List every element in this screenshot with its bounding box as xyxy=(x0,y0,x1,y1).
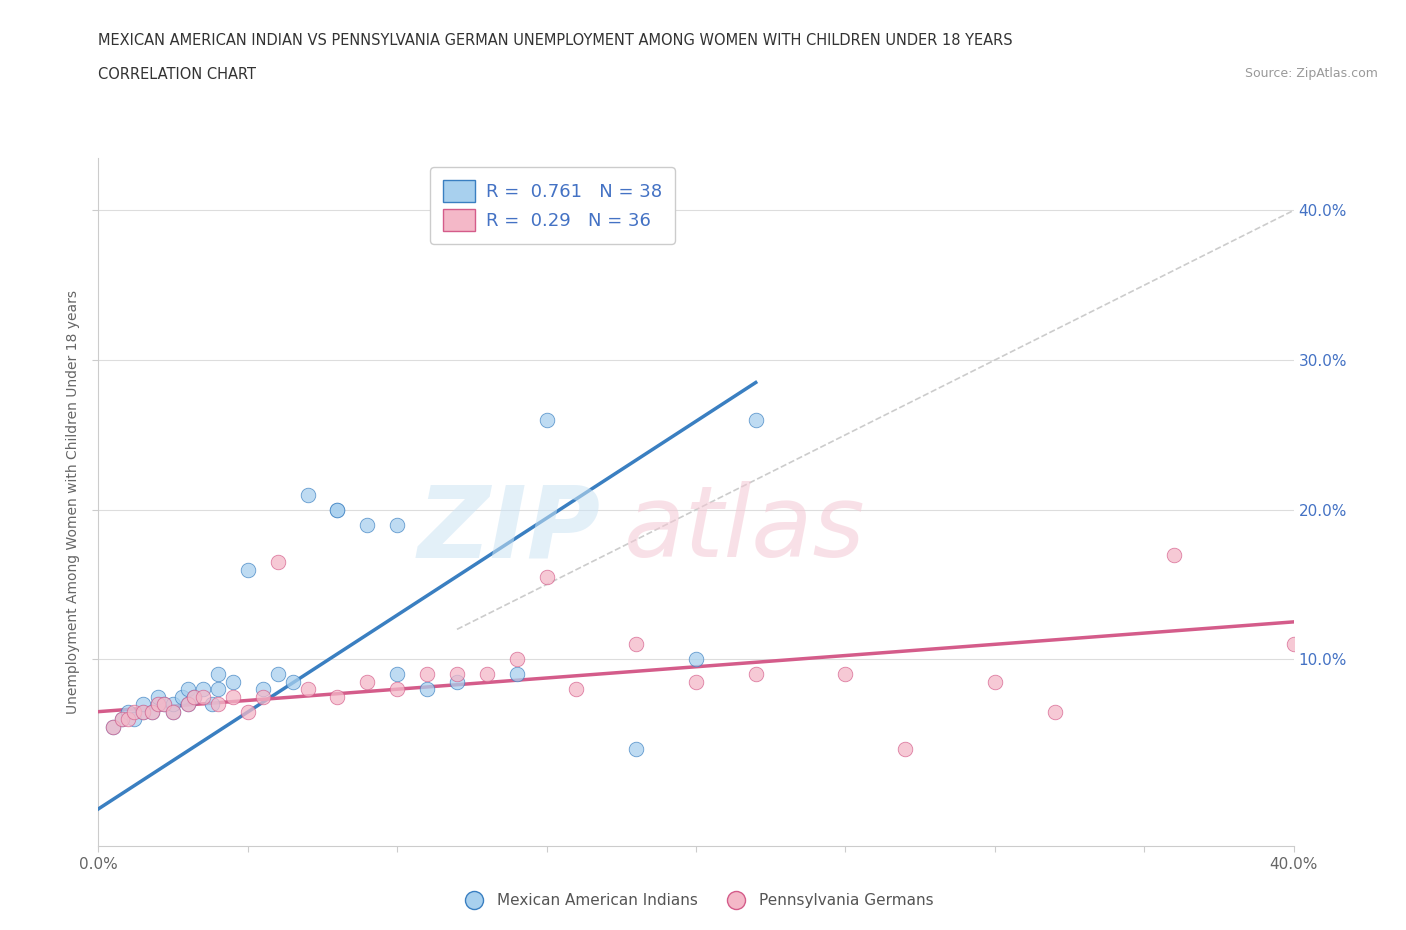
Point xyxy=(207,697,229,711)
Point xyxy=(267,554,290,569)
Point xyxy=(267,667,290,682)
Text: atlas: atlas xyxy=(624,481,866,578)
Point xyxy=(297,682,319,697)
Point xyxy=(162,697,184,711)
Point xyxy=(162,704,184,719)
Point xyxy=(446,667,468,682)
Point xyxy=(326,502,349,517)
Point xyxy=(565,682,588,697)
Point xyxy=(124,704,146,719)
Point xyxy=(446,674,468,689)
Point xyxy=(326,689,349,704)
Point xyxy=(124,711,146,726)
Point xyxy=(103,719,125,734)
Point xyxy=(191,682,214,697)
Point xyxy=(162,704,184,719)
Point xyxy=(191,689,214,704)
Point xyxy=(153,697,176,711)
Point xyxy=(506,667,529,682)
Point xyxy=(132,704,155,719)
Point xyxy=(1282,637,1305,652)
Point xyxy=(236,562,259,577)
Point xyxy=(153,697,176,711)
Point xyxy=(111,711,134,726)
Point xyxy=(132,697,155,711)
Point xyxy=(183,689,205,704)
Legend: Mexican American Indians, Pennsylvania Germans: Mexican American Indians, Pennsylvania G… xyxy=(453,887,939,914)
Point xyxy=(536,569,558,584)
Point xyxy=(894,741,917,756)
Point xyxy=(103,719,125,734)
Point xyxy=(984,674,1007,689)
Point xyxy=(416,682,439,697)
Point xyxy=(183,689,205,704)
Point xyxy=(536,413,558,428)
Point xyxy=(385,667,409,682)
Text: Source: ZipAtlas.com: Source: ZipAtlas.com xyxy=(1244,67,1378,80)
Point xyxy=(148,689,170,704)
Text: CORRELATION CHART: CORRELATION CHART xyxy=(98,67,256,82)
Y-axis label: Unemployment Among Women with Children Under 18 years: Unemployment Among Women with Children U… xyxy=(66,290,80,714)
Point xyxy=(834,667,856,682)
Point xyxy=(236,704,259,719)
Point xyxy=(177,697,200,711)
Point xyxy=(626,741,648,756)
Point xyxy=(148,697,170,711)
Point xyxy=(385,517,409,532)
Point xyxy=(201,697,224,711)
Point xyxy=(475,667,498,682)
Point xyxy=(117,704,139,719)
Point xyxy=(745,413,768,428)
Point xyxy=(626,637,648,652)
Point xyxy=(207,667,229,682)
Point xyxy=(297,487,319,502)
Point xyxy=(148,697,170,711)
Text: MEXICAN AMERICAN INDIAN VS PENNSYLVANIA GERMAN UNEMPLOYMENT AMONG WOMEN WITH CHI: MEXICAN AMERICAN INDIAN VS PENNSYLVANIA … xyxy=(98,33,1014,47)
Point xyxy=(326,502,349,517)
Point xyxy=(222,674,245,689)
Point xyxy=(745,667,768,682)
Point xyxy=(685,674,707,689)
Point xyxy=(177,682,200,697)
Point xyxy=(177,697,200,711)
Point xyxy=(117,711,139,726)
Point xyxy=(281,674,304,689)
Point xyxy=(207,682,229,697)
Point xyxy=(111,711,134,726)
Point xyxy=(252,682,274,697)
Text: ZIP: ZIP xyxy=(418,481,600,578)
Point xyxy=(141,704,163,719)
Point xyxy=(172,689,194,704)
Point xyxy=(685,652,707,667)
Point xyxy=(132,704,155,719)
Point xyxy=(385,682,409,697)
Point xyxy=(1163,547,1185,562)
Point xyxy=(141,704,163,719)
Point xyxy=(506,652,529,667)
Point xyxy=(356,674,378,689)
Point xyxy=(222,689,245,704)
Point xyxy=(356,517,378,532)
Point xyxy=(416,667,439,682)
Point xyxy=(1043,704,1066,719)
Point xyxy=(252,689,274,704)
